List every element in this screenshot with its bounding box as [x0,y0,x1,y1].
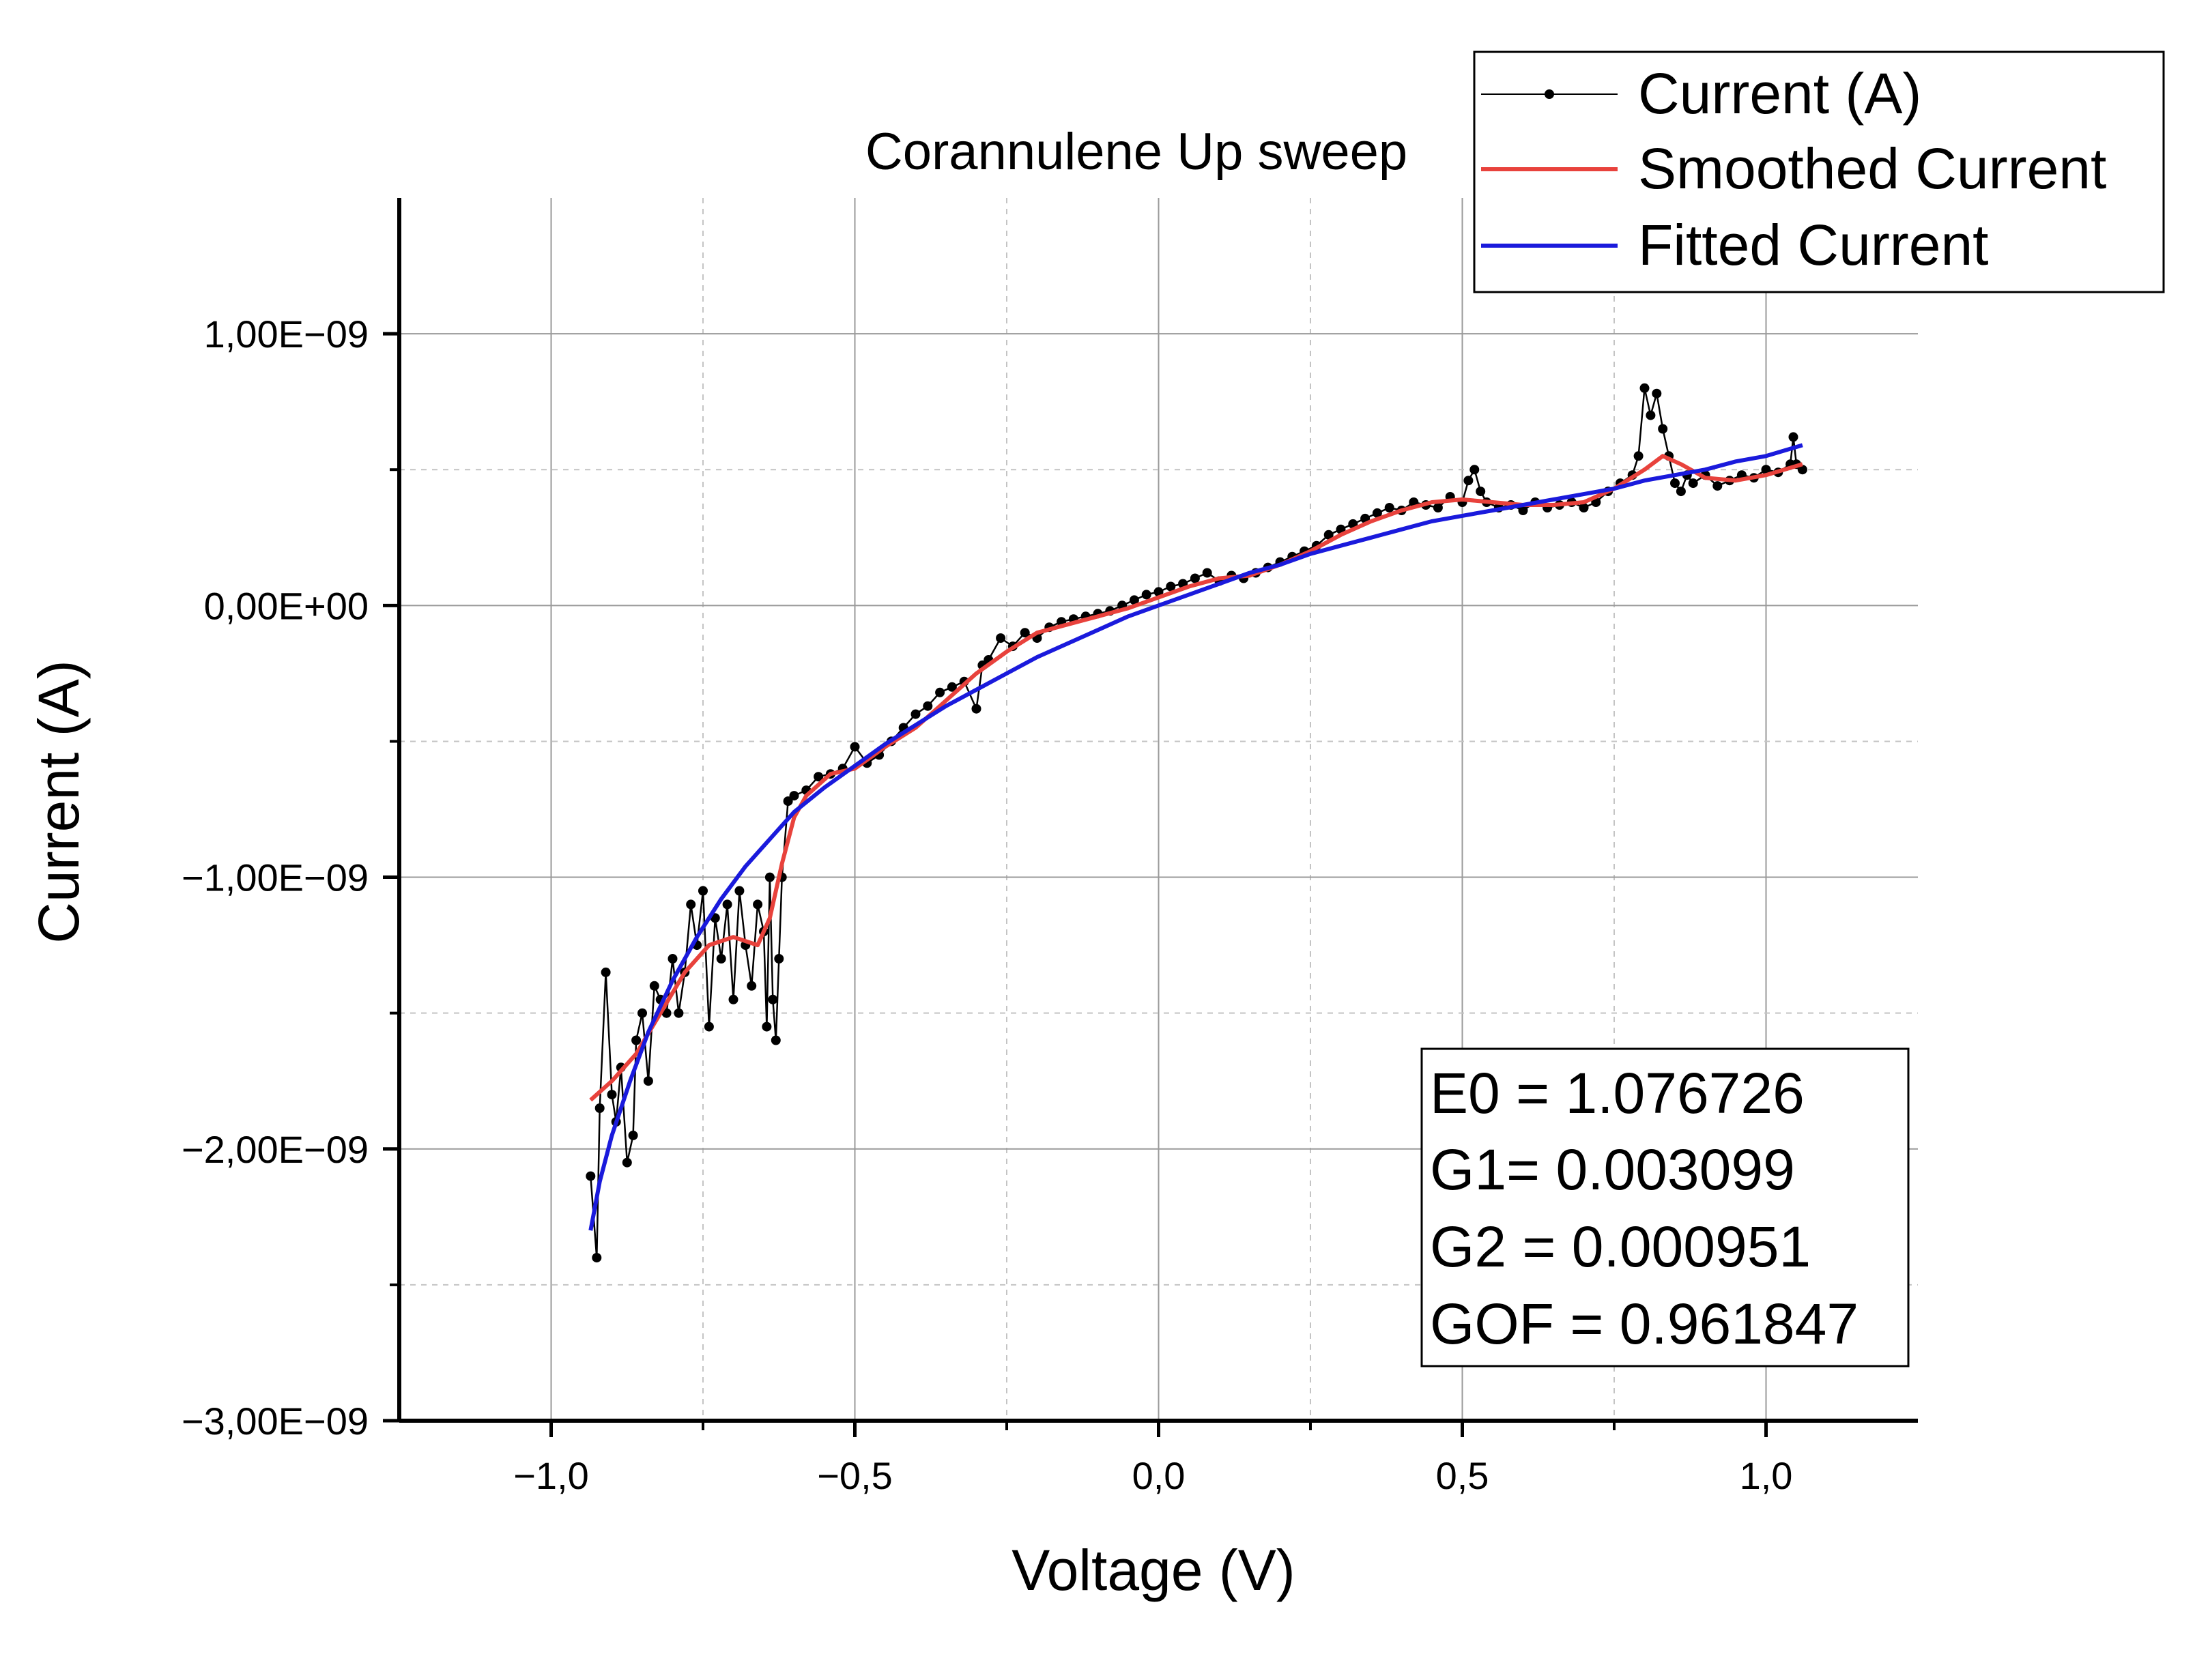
current-data-point [1469,465,1480,475]
legend-label-smoothed: Smoothed Current [1638,136,2106,201]
fit-param-g1: G1= 0.003099 [1430,1138,1795,1202]
current-data-point [753,899,763,910]
current-data-point [1433,503,1443,512]
current-data-point [783,796,793,807]
current-data-point [1153,587,1164,597]
x-axis-title: Voltage (V) [1012,1538,1295,1602]
current-data-point [637,1008,647,1018]
axis-ticks: −1,0 −0,5 0,0 0,5 1,0 1,00E−09 0,00E+00 −1,00E−… [182,313,1792,1497]
current-data-point [1463,476,1474,486]
current-data-point [631,1035,642,1045]
legend: Current (A) Smoothed Current Fitted Curr… [1473,50,2165,293]
current-data-point [1658,424,1668,434]
current-data-point [1141,590,1151,600]
current-data-point [686,899,696,910]
current-data-point [947,682,957,692]
current-data-point [674,1008,684,1018]
current-data-point [1676,487,1686,497]
current-data-point [628,1130,638,1140]
current-data-point [586,1171,596,1181]
current-data-point [704,1022,714,1032]
current-data-point [643,1076,653,1086]
current-data-point [722,899,732,910]
current-data-point [768,994,778,1004]
current-data-point [1323,530,1334,540]
current-data-point [1761,465,1771,475]
fit-param-g2: G2 = 0.000951 [1430,1215,1811,1279]
current-data-point [747,981,757,991]
fit-parameters-box: E0 = 1.076726 G1= 0.003099 G2 = 0.000951… [1420,1047,1910,1367]
current-data-point [762,1022,772,1032]
current-data-point [789,791,799,801]
current-data-point [1129,595,1139,605]
current-data-point [1384,503,1394,512]
current-data-point [771,1035,781,1045]
x-tick-label: −1,0 [513,1454,589,1497]
current-data-point [594,1103,605,1113]
y-tick-label: 0,00E+00 [204,584,369,627]
current-data-point [1712,481,1723,491]
current-data-point [1518,506,1528,515]
current-data-point [649,981,659,991]
current-data-point [1020,628,1030,638]
legend-label-current: Current (A) [1638,61,1921,126]
current-data-point [622,1157,632,1168]
current-data-point [1652,388,1662,399]
y-tick-label: −3,00E−09 [182,1400,369,1443]
x-tick-label: 1,0 [1740,1454,1793,1497]
y-tick-label: −1,00E−09 [182,856,369,899]
y-axis-title: Current (A) [27,660,91,943]
current-data-point [1797,465,1807,475]
current-data-point [698,886,708,896]
x-tick-label: 0,5 [1436,1454,1489,1497]
fit-param-e0: E0 = 1.076726 [1430,1061,1805,1125]
current-data-point [996,633,1006,643]
current-data-point [971,704,981,714]
current-data-point [668,954,678,964]
current-data-point [1579,503,1589,512]
current-data-point [1372,508,1382,518]
current-data-point [850,742,860,752]
legend-marker-current [1545,89,1554,99]
current-data-point [1670,478,1680,489]
current-data-point [1646,410,1656,420]
current-data-point [1688,478,1698,489]
current-data-point [935,687,945,697]
current-data-point [764,872,775,882]
current-data-point [1633,451,1644,461]
current-data-point [1166,581,1176,592]
current-data-point [774,954,784,964]
x-tick-label: −0,5 [817,1454,893,1497]
current-data-point [910,709,921,719]
current-data-point [728,994,738,1004]
y-tick-label: 1,00E−09 [204,313,369,356]
x-tick-label: 0,0 [1132,1454,1186,1497]
current-data-point [1190,573,1200,583]
smoothed-current-line [589,454,1803,1102]
current-data-point [814,772,824,782]
current-data-point [1476,487,1486,497]
current-data-point [592,1253,602,1263]
fit-param-gof: GOF = 0.961847 [1430,1292,1859,1356]
fit-parameters-frame [1420,1047,1910,1367]
legend-label-fitted: Fitted Current [1638,213,1989,277]
current-data-point [601,967,611,977]
chart-title: Corannulene Up sweep [865,123,1407,181]
y-tick-label: −2,00E−09 [182,1128,369,1171]
current-data-point [1639,383,1650,393]
current-data-point [607,1090,617,1100]
current-data-point [716,954,726,964]
plot-series [586,383,1807,1263]
current-data-point [1202,568,1212,578]
current-data-point [923,701,933,711]
legend-box [1473,50,2165,293]
current-data-point [1788,432,1798,442]
current-data-point [734,886,745,896]
fitted-current-line [588,443,1803,1231]
